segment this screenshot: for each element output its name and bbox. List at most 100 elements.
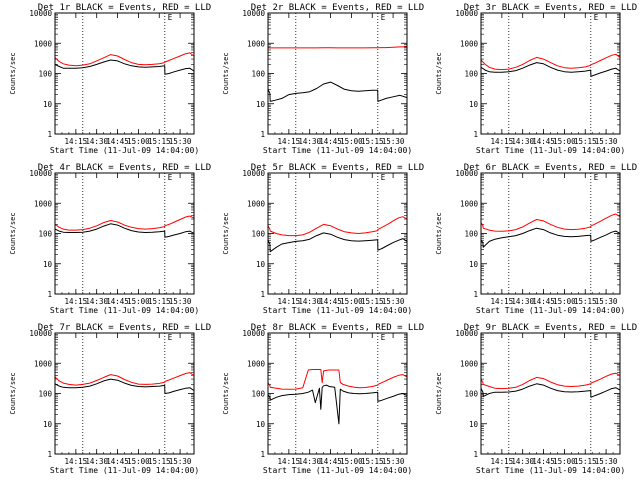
- y-tick-label: 100: [38, 390, 52, 399]
- chart-title: Det 7r BLACK = Events, RED = LLD: [38, 323, 211, 333]
- series-line-events: [267, 232, 408, 253]
- plot-frame: [267, 172, 408, 295]
- chart-panel: Det 8r BLACK = Events, RED = LLD 1 10 100 10…: [222, 323, 424, 475]
- x-axis-label: Start Time (11-Jul-09 14:04:00): [263, 466, 412, 475]
- x-tick-label: 15:00: [127, 297, 150, 306]
- y-tick-label: 10: [256, 100, 266, 109]
- x-tick-label: 15:30: [382, 137, 405, 146]
- chart-title: Det 3r BLACK = Events, RED = LLD: [464, 3, 637, 13]
- plot-frame: [480, 172, 621, 295]
- chart-title: Det 5r BLACK = Events, RED = LLD: [251, 163, 424, 173]
- chart-title: Det 4r BLACK = Events, RED = LLD: [38, 163, 211, 173]
- y-tick-label: 1: [260, 290, 265, 299]
- x-tick-label: 14:45: [106, 297, 129, 306]
- x-tick-label: 15:15: [361, 137, 384, 146]
- y-axis-label: Counts/sec: [9, 52, 17, 94]
- series-line-lld: [267, 369, 408, 390]
- marker-label: E: [381, 13, 386, 22]
- y-tick-label: 100: [251, 230, 265, 239]
- y-tick-label: 1000: [34, 39, 53, 48]
- chart-panel: Det 6r BLACK = Events, RED = LLD 1 10 100 10…: [435, 163, 637, 315]
- series-line-lld: [480, 372, 621, 390]
- y-tick-label: 10000: [29, 9, 52, 18]
- marker-label: E: [381, 333, 386, 342]
- y-tick-label: 1000: [34, 199, 53, 208]
- y-tick-label: 1000: [247, 199, 266, 208]
- x-tick-label: 15:30: [595, 457, 618, 466]
- chart-title: Det 2r BLACK = Events, RED = LLD: [251, 3, 424, 13]
- x-tick-label: 14:45: [106, 137, 129, 146]
- y-axis-label: Counts/sec: [9, 372, 17, 414]
- x-tick-label: 14:30: [298, 297, 321, 306]
- series-line-lld: [54, 215, 195, 231]
- x-tick-label: 14:45: [106, 457, 129, 466]
- y-tick-label: 1000: [460, 359, 479, 368]
- x-axis-label: Start Time (11-Jul-09 14:04:00): [476, 146, 625, 155]
- y-axis-label: Counts/sec: [435, 372, 443, 414]
- series-line-events: [267, 81, 408, 102]
- y-axis-label: Counts/sec: [9, 212, 17, 254]
- y-axis-label: Counts/sec: [222, 212, 230, 254]
- y-tick-label: 1: [473, 450, 478, 459]
- x-tick-label: 15:15: [148, 137, 171, 146]
- series-line-events: [480, 227, 621, 248]
- y-tick-label: 1000: [247, 359, 266, 368]
- series-line-events: [480, 383, 621, 398]
- series-line-events: [54, 378, 195, 394]
- y-tick-label: 100: [38, 230, 52, 239]
- x-tick-label: 14:30: [85, 457, 108, 466]
- plot-frame: [480, 12, 621, 135]
- x-tick-label: 15:30: [169, 297, 192, 306]
- x-tick-label: 15:30: [382, 457, 405, 466]
- y-tick-label: 10000: [242, 9, 265, 18]
- y-tick-label: 10000: [455, 9, 478, 18]
- x-tick-label: 15:15: [148, 457, 171, 466]
- y-tick-label: 1: [473, 130, 478, 139]
- x-tick-label: 15:00: [340, 297, 363, 306]
- y-tick-label: 10: [43, 260, 53, 269]
- plot-frame: [267, 332, 408, 455]
- x-tick-label: 14:15: [491, 457, 514, 466]
- x-tick-label: 14:15: [65, 137, 88, 146]
- chart-panel: Det 9r BLACK = Events, RED = LLD 1 10 100 10…: [435, 323, 637, 475]
- x-tick-label: 15:15: [574, 457, 597, 466]
- x-tick-label: 14:15: [278, 297, 301, 306]
- y-axis-label: Counts/sec: [435, 52, 443, 94]
- y-tick-label: 10: [43, 100, 53, 109]
- y-tick-label: 100: [38, 70, 52, 79]
- y-tick-label: 100: [464, 70, 478, 79]
- x-tick-label: 15:15: [361, 457, 384, 466]
- series-line-events: [480, 62, 621, 77]
- chart-panel: Det 2r BLACK = Events, RED = LLD 1 10 100 10…: [222, 3, 424, 155]
- x-tick-label: 14:30: [511, 297, 534, 306]
- x-tick-label: 14:45: [319, 457, 342, 466]
- x-tick-label: 15:30: [595, 297, 618, 306]
- x-tick-label: 15:15: [574, 297, 597, 306]
- series-line-lld: [54, 372, 195, 386]
- y-tick-label: 1000: [247, 39, 266, 48]
- chart-title: Det 9r BLACK = Events, RED = LLD: [464, 323, 637, 333]
- x-tick-label: 14:15: [278, 137, 301, 146]
- y-tick-label: 1000: [460, 199, 479, 208]
- y-tick-label: 1000: [460, 39, 479, 48]
- y-tick-label: 10000: [242, 169, 265, 178]
- chart-title: Det 1r BLACK = Events, RED = LLD: [38, 3, 211, 13]
- marker-label: E: [168, 13, 173, 22]
- x-axis-label: Start Time (11-Jul-09 14:04:00): [50, 146, 199, 155]
- y-axis-label: Counts/sec: [435, 212, 443, 254]
- x-tick-label: 15:30: [595, 137, 618, 146]
- x-tick-label: 14:30: [298, 457, 321, 466]
- x-tick-label: 14:45: [532, 137, 555, 146]
- y-tick-label: 10000: [455, 329, 478, 338]
- y-tick-label: 100: [251, 70, 265, 79]
- x-tick-label: 15:00: [553, 457, 576, 466]
- x-tick-label: 15:30: [169, 137, 192, 146]
- x-tick-label: 14:45: [319, 297, 342, 306]
- chart-title: Det 6r BLACK = Events, RED = LLD: [464, 163, 637, 173]
- series-line-events: [54, 223, 195, 238]
- marker-label: E: [168, 333, 173, 342]
- chart-panel: Det 3r BLACK = Events, RED = LLD 1 10 100 10…: [435, 3, 637, 155]
- x-tick-label: 14:45: [532, 457, 555, 466]
- y-tick-label: 10000: [455, 169, 478, 178]
- x-tick-label: 15:15: [148, 297, 171, 306]
